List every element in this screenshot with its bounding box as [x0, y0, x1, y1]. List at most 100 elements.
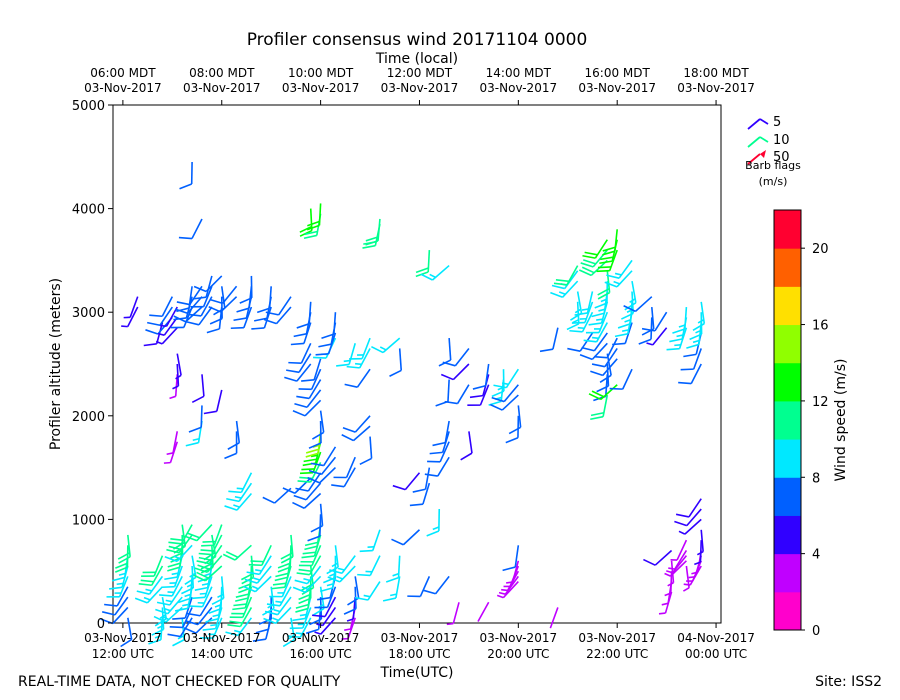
barb-staff	[347, 617, 356, 639]
wind-barb	[606, 259, 633, 279]
barb-feather	[184, 576, 197, 586]
wind-barb	[114, 545, 129, 573]
wind-barb	[571, 301, 594, 324]
barb-feather	[262, 496, 275, 504]
barb-feather	[582, 254, 596, 259]
wind-barb	[193, 565, 223, 582]
wind-barb	[292, 575, 322, 593]
barb-feather	[389, 369, 402, 377]
wind-barb	[156, 586, 183, 606]
x-tick-date: 04-Nov-2017	[677, 631, 755, 645]
barb-feather	[101, 611, 116, 616]
wind-barb	[265, 296, 292, 316]
wind-barb	[174, 296, 203, 315]
wind-barb	[227, 607, 253, 628]
barb-feather	[590, 411, 605, 417]
barb-feather	[294, 579, 308, 585]
barb-staff	[468, 431, 473, 454]
barb-half-feather	[118, 572, 126, 576]
wind-barb	[346, 348, 371, 369]
wind-barb	[670, 539, 688, 561]
barb-feather	[689, 333, 702, 341]
barb-feather	[256, 307, 270, 314]
barb-staff	[243, 306, 253, 328]
barb-feather	[149, 314, 163, 318]
barb-half-feather	[432, 526, 440, 531]
wind-barb	[590, 358, 618, 377]
barb-staff	[424, 467, 431, 490]
wind-barb	[444, 384, 470, 405]
barb-half-feather	[171, 572, 179, 576]
barb-staff	[176, 363, 180, 387]
barb-feather	[594, 355, 608, 359]
wind-barb	[282, 477, 312, 494]
barb-feather	[191, 596, 206, 600]
wind-barb	[123, 296, 139, 319]
wind-barb	[287, 617, 312, 639]
barb-feather	[154, 618, 167, 627]
x-tick-time: 18:00 UTC	[388, 647, 450, 661]
x-tick-time: 14:00 UTC	[191, 647, 253, 661]
barb-feather	[208, 305, 222, 313]
wind-barb	[222, 544, 252, 561]
barb-feather	[274, 576, 288, 582]
barb-half-feather	[668, 567, 675, 570]
top-tick-date: 03-Nov-2017	[677, 81, 755, 95]
barb-feather	[148, 639, 162, 645]
wind-barb	[224, 431, 238, 460]
legend-barb-glyphs	[747, 118, 769, 165]
barb-half-feather	[182, 603, 189, 607]
barb-feather	[307, 220, 320, 227]
barb-feather	[292, 410, 306, 417]
barb-staff	[699, 540, 703, 563]
wind-barb	[179, 161, 193, 190]
barb-feather	[232, 607, 246, 611]
wind-barb	[467, 384, 490, 407]
barb-staff	[503, 384, 519, 403]
barb-staff	[319, 410, 325, 433]
y-tick-label: 4000	[72, 203, 105, 218]
barb-feather	[683, 353, 697, 358]
barb-staff	[676, 539, 688, 561]
barb-legend: 5 10 50 Barb flags (m/s)	[745, 115, 801, 188]
wind-barb	[193, 275, 223, 293]
barb-feather	[301, 379, 315, 382]
barb-staff	[352, 425, 371, 442]
top-tick-time: 14:00 MDT	[486, 66, 552, 80]
barb-feather	[174, 308, 188, 315]
wind-barb	[580, 249, 608, 268]
barb-feather	[295, 603, 309, 609]
barb-half-feather	[392, 572, 400, 577]
top-tick-date: 03-Nov-2017	[578, 81, 656, 95]
wind-barb	[188, 296, 213, 317]
legend-barb-staff	[747, 118, 761, 130]
wind-barb	[668, 550, 688, 570]
barb-half-feather	[664, 592, 672, 597]
wind-barb	[159, 576, 183, 597]
barb-feather	[295, 607, 309, 613]
wind-barb	[569, 311, 594, 333]
wind-barb	[208, 296, 238, 313]
barb-staff	[323, 446, 337, 466]
barb-half-feather	[496, 594, 504, 599]
barb-feather	[233, 317, 247, 322]
barb-staff	[201, 374, 205, 397]
barb-feather	[243, 585, 256, 593]
barb-staff	[235, 420, 241, 443]
y-tick-label: 0	[97, 617, 105, 632]
barb-feather	[294, 402, 308, 409]
barb-half-feather	[596, 318, 603, 321]
barb-feather	[365, 240, 379, 246]
barb-staff	[222, 285, 238, 304]
wind-barb	[230, 306, 253, 330]
barb-half-feather	[581, 308, 589, 311]
x-tick-date: 03-Nov-2017	[84, 631, 162, 645]
barb-staff	[275, 306, 292, 325]
top-tick-date: 03-Nov-2017	[282, 81, 360, 95]
barb-feather	[614, 333, 628, 338]
barb-staff	[484, 363, 490, 386]
barb-feather	[263, 617, 276, 625]
barb-feather	[104, 603, 118, 607]
wind-barb	[308, 456, 337, 476]
